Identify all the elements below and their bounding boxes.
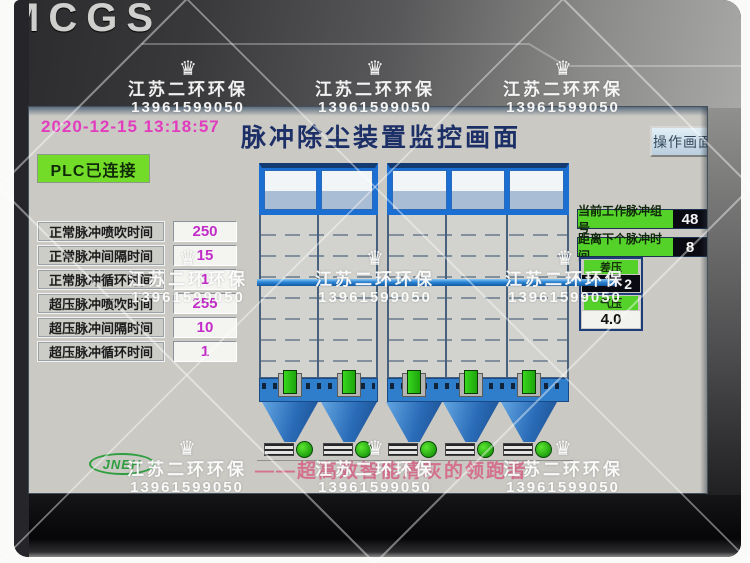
dust-hopper — [443, 402, 499, 442]
gauge-label: 差压 — [584, 260, 638, 274]
pulse-nozzles — [262, 383, 375, 389]
screw-conveyor — [323, 443, 353, 456]
dust-hopper — [262, 402, 318, 442]
valve-status-light — [464, 370, 478, 394]
plenum-window — [450, 170, 506, 210]
screw-conveyor — [264, 443, 294, 456]
datetime-display: 2020-12-15 13:18:57 — [41, 117, 220, 136]
param-label: 正常脉冲循环时间 — [37, 269, 165, 290]
valve-status-light — [522, 370, 536, 394]
pulse-valve-indicator — [278, 370, 302, 397]
param-value-field[interactable]: 1 — [173, 341, 237, 362]
table-row: 正常脉冲喷吹时间 250 — [37, 221, 237, 242]
rotary-valve-motor — [420, 441, 437, 458]
table-row: 超压脉冲间隔时间 10 — [37, 317, 237, 338]
bezel-right — [705, 108, 741, 557]
slogan-text: ——超高效智能清灰的领跑者 — [255, 461, 529, 482]
rotary-valve-motor — [535, 441, 552, 458]
operate-screen-button[interactable]: 操作画面 — [650, 126, 707, 157]
table-row: 正常脉冲循环时间 1 — [37, 269, 237, 290]
dust-collector-diagram — [257, 163, 617, 463]
page-title: 脉冲除尘装置监控画面 — [241, 124, 522, 152]
param-value-field[interactable]: 15 — [173, 245, 237, 266]
plenum-window — [264, 170, 317, 210]
hmi-screen: 2020-12-15 13:18:57 脉冲除尘装置监控画面 操作画面 PLC已… — [28, 106, 708, 494]
compressed-air-pipe — [257, 279, 617, 286]
status-label: 当前工作脉冲组号 — [578, 204, 673, 235]
air-pressure-gauge: 气压 4.0 — [579, 293, 643, 331]
screen-edge-shadow — [700, 107, 707, 493]
jneh-logo: JNEH — [89, 453, 155, 475]
gauge-label: 气压 — [584, 296, 638, 310]
rotary-valve-motor — [296, 441, 313, 458]
rotary-valve-motor — [477, 441, 494, 458]
dust-hopper — [321, 402, 377, 442]
screw-conveyor — [388, 443, 418, 456]
valve-status-light — [407, 370, 421, 394]
filter-chamber-body — [387, 215, 569, 378]
bezel-accent-line — [142, 43, 741, 67]
screw-conveyor — [445, 443, 475, 456]
plenum-window — [392, 170, 447, 210]
differential-pressure-gauge: 差压 2 — [579, 257, 643, 295]
plc-status-badge: PLC已连接 — [37, 154, 150, 183]
bezel-left — [14, 0, 29, 557]
chamber-divider — [445, 215, 447, 378]
param-label: 正常脉冲间隔时间 — [37, 245, 165, 266]
pulse-valve-indicator — [459, 370, 483, 397]
valve-status-light — [283, 370, 297, 394]
status-label: 距离下个脉冲时间 — [578, 232, 673, 263]
chamber-divider — [506, 215, 508, 378]
status-value: 48 — [673, 210, 707, 228]
status-value: 8 — [673, 238, 707, 256]
pulse-valve-indicator — [402, 370, 426, 397]
valve-status-light — [342, 370, 356, 394]
ground-line — [257, 460, 573, 461]
plenum-window — [320, 170, 373, 210]
table-row: 超压脉冲喷吹时间 255 — [37, 293, 237, 314]
gauge-value: 4.0 — [582, 311, 640, 328]
screen-glare — [29, 107, 707, 116]
mcgs-logo: MCGS — [14, 0, 162, 40]
bezel-top: MCGS — [14, 0, 741, 112]
clean-air-plenum — [259, 163, 378, 215]
rotary-valve-motor — [355, 441, 372, 458]
param-label: 正常脉冲喷吹时间 — [37, 221, 165, 242]
bezel-bottom — [14, 495, 741, 557]
pulse-valve-indicator — [337, 370, 361, 397]
screw-conveyor — [503, 443, 533, 456]
param-label: 超压脉冲间隔时间 — [37, 317, 165, 338]
plenum-window — [509, 170, 565, 210]
table-row: 超压脉冲循环时间 1 — [37, 341, 237, 362]
status-row: 当前工作脉冲组号 48 — [577, 204, 707, 235]
pulse-parameter-table: 正常脉冲喷吹时间 250 正常脉冲间隔时间 15 正常脉冲循环时间 1 超压脉冲… — [37, 221, 237, 365]
dust-hopper — [386, 402, 442, 442]
table-row: 正常脉冲间隔时间 15 — [37, 245, 237, 266]
status-row: 距离下个脉冲时间 8 — [577, 232, 707, 263]
param-value-field[interactable]: 1 — [173, 269, 237, 290]
chamber-divider — [317, 215, 319, 378]
dust-hopper — [501, 402, 557, 442]
param-label: 超压脉冲循环时间 — [37, 341, 165, 362]
clean-air-plenum — [387, 163, 569, 215]
param-value-field[interactable]: 250 — [173, 221, 237, 242]
param-value-field[interactable]: 255 — [173, 293, 237, 314]
param-value-field[interactable]: 10 — [173, 317, 237, 338]
pulse-valve-indicator — [517, 370, 541, 397]
param-label: 超压脉冲喷吹时间 — [37, 293, 165, 314]
